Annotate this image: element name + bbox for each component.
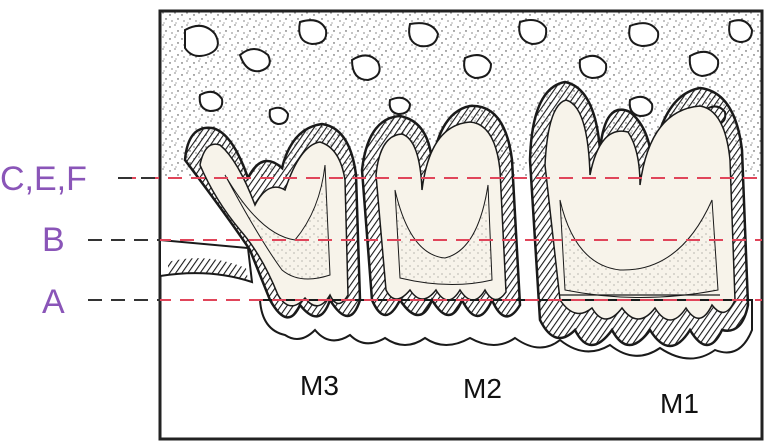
molar-m3 xyxy=(183,122,362,319)
cut-lines xyxy=(88,177,762,301)
tooth-label-m3: M3 xyxy=(300,370,339,401)
level-label-a: A xyxy=(42,283,65,321)
molar-m2 xyxy=(360,104,522,318)
tooth-label-m2: M2 xyxy=(463,373,502,404)
level-label-cef: C,E,F xyxy=(0,160,87,198)
tooth-label-m1: M1 xyxy=(660,388,699,419)
root-tips xyxy=(258,299,753,360)
level-label-b: B xyxy=(42,221,65,259)
molar-m1 xyxy=(528,80,750,348)
